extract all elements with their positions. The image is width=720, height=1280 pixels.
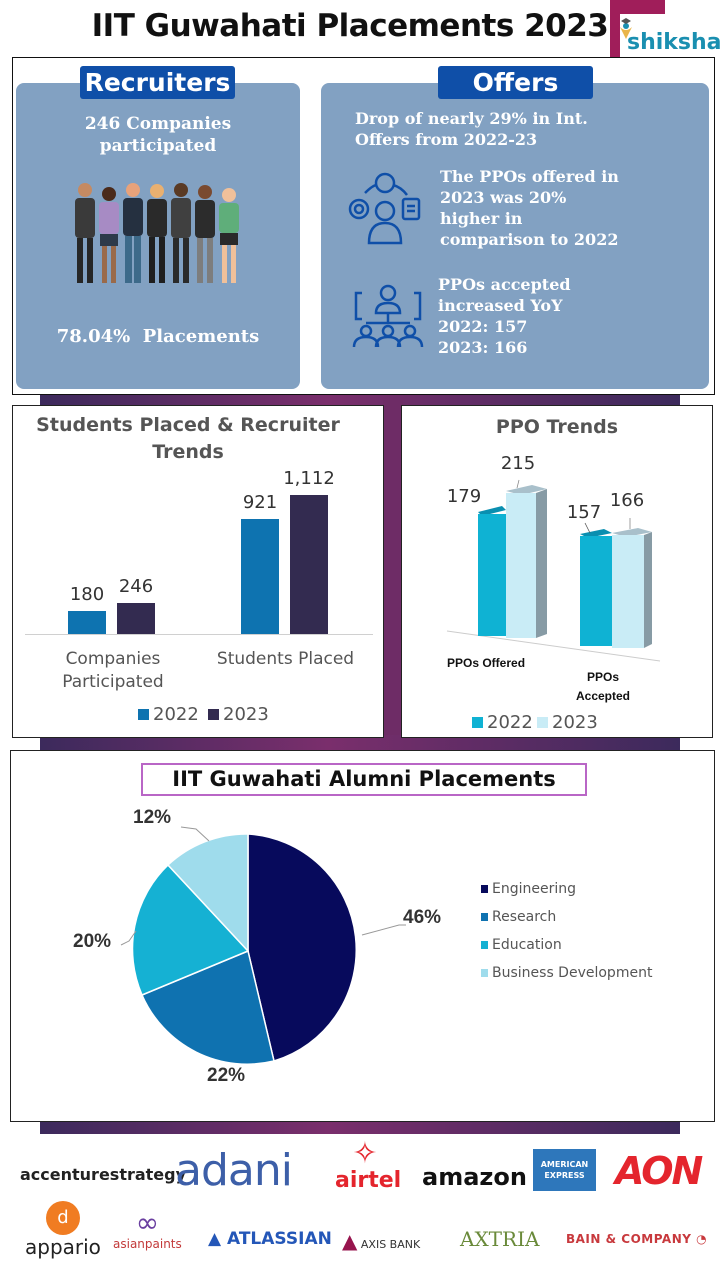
logo-asianpaints: ∞ asianpaints xyxy=(113,1206,182,1252)
ppo-trends-chart: PPO Trends 179 215 157 166 PPOs Offered … xyxy=(401,405,713,738)
legend-2023: 2023 xyxy=(208,704,269,725)
logo-accenture: accenturestrategy xyxy=(20,1165,187,1184)
logo-axtria: AXTRIA xyxy=(460,1227,540,1251)
bar-companies-2023 xyxy=(117,603,155,634)
offers-tag: Offers xyxy=(438,66,593,99)
page-title: IIT Guwahati Placements 2023 xyxy=(91,8,609,44)
legend-2022: 2022 xyxy=(138,704,199,725)
ppo-accepted-text: PPOs accepted increased YoY 2022: 157 20… xyxy=(438,275,571,357)
students-placed-chart: Students Placed & Recruiter Trends 180 2… xyxy=(12,405,384,738)
legend-education: Education xyxy=(481,937,652,953)
pie-legend: Engineering Research Education Business … xyxy=(481,881,652,981)
ppo-offered-text: The PPOs offered in 2023 was 20% higher … xyxy=(440,167,619,249)
logo-american-express: AMERICAN EXPRESS xyxy=(533,1149,596,1191)
graduate-icon xyxy=(620,18,632,39)
legend-research: Research xyxy=(481,909,652,925)
x-axis-line xyxy=(25,634,373,635)
bar-students-2023 xyxy=(290,495,328,634)
presentation-team-icon xyxy=(352,284,424,348)
legend-2023: 2023 xyxy=(537,712,598,733)
logo-aon: AON xyxy=(615,1149,703,1193)
category-label: Companies Participated xyxy=(62,649,164,692)
placement-percentage: 78.04% Placements xyxy=(56,326,260,347)
pie-label-engineering: 46% xyxy=(403,907,442,928)
category-label: Students Placed xyxy=(216,649,355,669)
companies-participated-text: 246 Companies participated xyxy=(84,114,232,156)
pie-label-education: 20% xyxy=(73,931,112,952)
value-label: 157 xyxy=(566,502,602,523)
team-management-icon xyxy=(348,172,421,245)
bar-companies-2022 xyxy=(68,611,106,634)
pie-title-box: IIT Guwahati Alumni Placements xyxy=(141,763,587,796)
recruiters-tag: Recruiters xyxy=(80,66,235,99)
legend-engineering: Engineering xyxy=(481,881,652,897)
value-label: 179 xyxy=(446,486,482,507)
logo-adani: adani xyxy=(175,1145,293,1196)
alumni-placements-chart: IIT Guwahati Alumni Placements 46% 22% 2… xyxy=(10,750,715,1122)
ppo-3d-bars xyxy=(446,479,661,662)
category-label: PPOs Accepted xyxy=(575,670,631,703)
logo-axis-bank: ▲ AXIS BANK xyxy=(342,1229,421,1253)
bar-students-2022 xyxy=(241,519,279,634)
logo-airtel: ✧ airtel xyxy=(335,1136,402,1194)
logo-appario: d appario xyxy=(25,1201,101,1259)
legend-2022: 2022 xyxy=(472,712,533,733)
int-offers-drop-text: Drop of nearly 29% in Int. Offers from 2… xyxy=(355,109,588,149)
logo-bain: BAIN & COMPANY ◔ xyxy=(566,1232,708,1246)
logo-amazon: amazon xyxy=(422,1163,527,1191)
pie-label-business: 12% xyxy=(133,807,172,828)
value-label: 166 xyxy=(609,490,645,511)
legend-business-development: Business Development xyxy=(481,965,652,981)
recruiter-logos: accenturestrategy adani ✧ airtel amazon … xyxy=(0,1135,720,1280)
summary-section: Recruiters 246 Companies participated 78… xyxy=(12,57,715,395)
logo-atlassian: ▲ ATLASSIAN xyxy=(208,1229,332,1249)
shiksha-logo: shiksha xyxy=(607,0,720,58)
category-label: PPOs Offered xyxy=(447,656,526,670)
background-band xyxy=(40,1118,680,1134)
background-band xyxy=(383,400,403,745)
pie-label-research: 22% xyxy=(207,1065,246,1086)
group-of-professionals-icon xyxy=(75,183,239,283)
pie-chart xyxy=(120,826,406,1065)
value-label: 215 xyxy=(500,453,536,474)
chart-title: Students Placed & Recruiter Trends xyxy=(36,414,340,463)
chart-title: PPO Trends xyxy=(495,416,619,438)
